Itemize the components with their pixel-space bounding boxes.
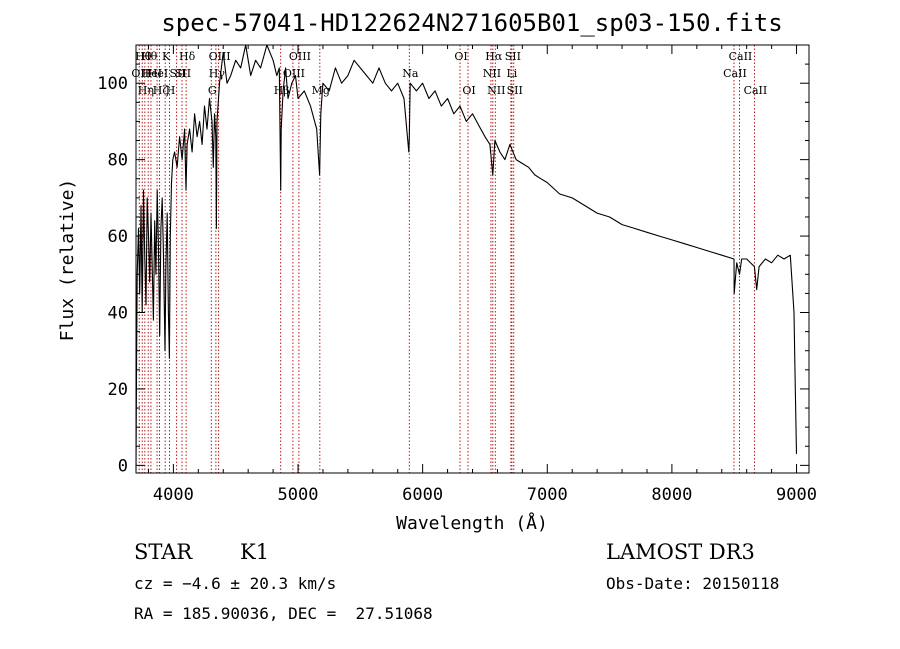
spectrum-series-line [135,44,798,470]
y-tick-label: 20 [108,380,128,400]
line-marker-label: SII [170,67,186,80]
x-tick-label: 5000 [278,485,319,505]
line-marker-label: OIII [283,67,305,80]
plot-frame [135,44,810,474]
line-marker-label: SII [505,50,521,63]
x-tick-label: 4000 [153,485,194,505]
spectral-line-markers [138,45,755,473]
line-marker-label: Hζ [153,84,169,97]
object-subclass: K1 [240,540,270,564]
line-marker-label: NII [487,84,505,97]
line-marker-label: Hδ [179,50,196,63]
line-marker-label: Hγ [209,67,226,80]
line-marker-label: H [166,84,176,97]
line-marker-label: HeI [142,67,162,80]
chart-title: spec-57041-HD122624N271605B01_sp03-150.f… [161,9,782,37]
line-marker-label: Hθ [141,50,158,63]
y-tick-label: 40 [108,304,128,324]
line-marker-label: OIII [209,50,231,63]
x-tick-label: 6000 [402,485,443,505]
line-marker-label: K [162,50,171,63]
line-marker-label: Na [402,67,419,80]
line-marker-label: Hβ [274,84,290,97]
y-tick-label: 80 [108,151,128,171]
y-tick-label: 0 [118,456,128,476]
line-marker-label: Hθ [135,50,152,63]
coordinates: RA = 185.90036, DEC = 27.51068 [134,604,433,623]
spectrum-chart: spec-57041-HD122624N271605B01_sp03-150.f… [57,9,817,534]
line-marker-label: HeI [148,67,168,80]
line-marker-label: Hη [138,84,154,97]
x-tick-label: 9000 [776,485,817,505]
line-marker-label: CaII [744,84,768,97]
x-tick-label: 7000 [527,485,568,505]
line-marker-label: CaII [729,50,753,63]
observation-date: Obs-Date: 20150118 [606,574,780,593]
line-marker-label: SII [175,67,191,80]
survey-name: LAMOST DR3 [606,540,755,564]
line-marker-label: Mg [312,84,330,97]
y-tick-label: 60 [108,227,128,247]
axis-ticks: 4000 5000 6000 7000 8000 9000 0 20 40 60 80 100 [97,44,817,505]
line-marker-label: OI [462,84,475,97]
y-axis-label: Flux (relative) [57,179,78,342]
line-marker-label: OI [454,50,467,63]
object-class: STAR [134,540,193,564]
line-marker-label: Li [506,67,517,80]
line-marker-label: Hα [485,50,503,63]
line-marker-label: OIII [289,50,311,63]
x-axis-label: Wavelength (Å) [396,512,548,534]
x-tick-label: 8000 [651,485,692,505]
redshift-value: cz = −4.6 ± 20.3 km/s [134,574,337,593]
y-tick-label: 100 [97,74,128,94]
line-marker-label: SII [507,84,523,97]
spectral-line-labels: OIIHθHηHθHeIHeIHζKHSIISIIHδGHγOIIIHβOIII… [131,50,767,97]
line-marker-label: NII [483,67,501,80]
line-marker-label: G [208,84,217,97]
line-marker-label: CaII [723,67,747,80]
